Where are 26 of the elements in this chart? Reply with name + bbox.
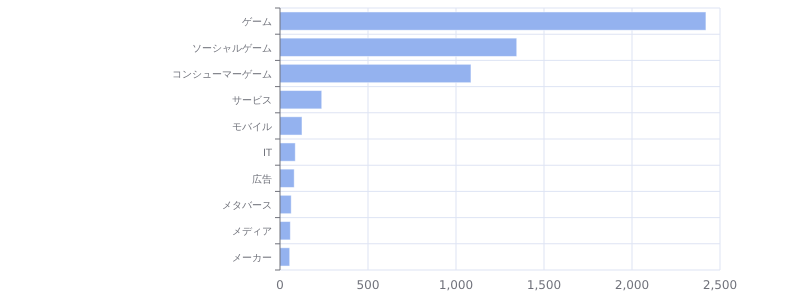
y-tick-label: メディア xyxy=(232,226,272,238)
x-tick-label: 500 xyxy=(356,278,380,292)
y-tick-label: メーカー xyxy=(232,252,272,264)
x-tick-label: 2,000 xyxy=(614,278,650,292)
bar xyxy=(280,116,302,136)
bar xyxy=(280,168,295,188)
bar xyxy=(280,64,472,84)
y-tick-label: IT xyxy=(262,148,273,160)
bar xyxy=(280,221,291,240)
y-tick-label: 広告 xyxy=(252,173,272,186)
bar xyxy=(280,11,706,31)
bar xyxy=(280,142,296,162)
x-tick-label: 2,500 xyxy=(702,278,738,292)
y-tick-label: ゲーム xyxy=(242,17,272,28)
x-tick-label: 1,500 xyxy=(526,278,562,292)
y-tick-label: サービス xyxy=(232,96,272,107)
y-tick-label: モバイル xyxy=(232,122,272,133)
y-tick-label: メタバース xyxy=(222,200,272,212)
x-tick-label: 0 xyxy=(276,278,284,292)
y-tick-label: ソーシャルゲーム xyxy=(192,43,272,54)
bar xyxy=(280,194,292,214)
bar xyxy=(280,90,322,110)
bar xyxy=(280,247,290,267)
x-tick-label: 1,000 xyxy=(438,278,474,292)
bar xyxy=(280,38,518,57)
y-tick-label: コンシューマーゲーム xyxy=(172,70,272,80)
